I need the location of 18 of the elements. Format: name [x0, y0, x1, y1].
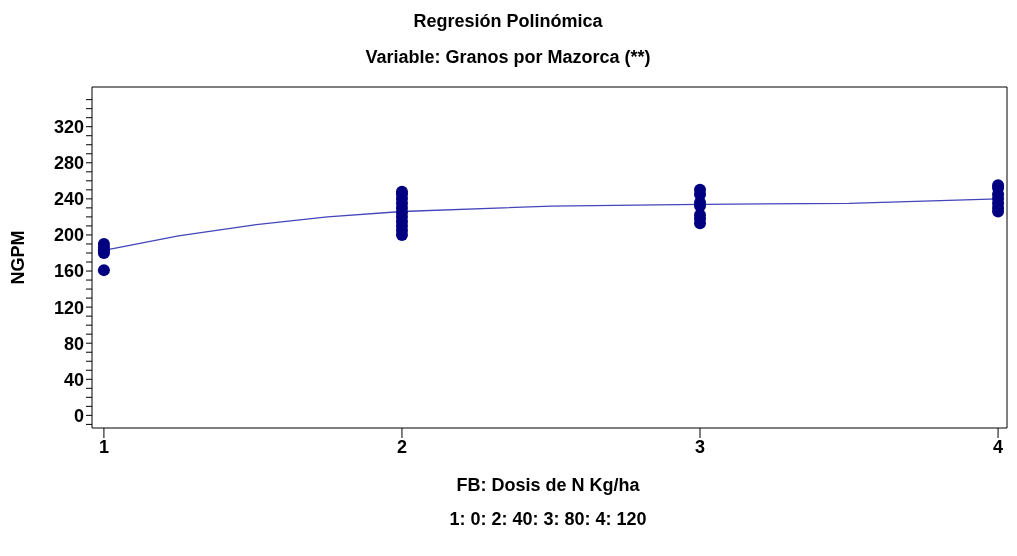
x-tick-label: 1	[98, 436, 109, 457]
x-tick-label: 4	[993, 436, 1004, 457]
y-tick-label: 0	[73, 405, 84, 426]
y-tick-label: 40	[63, 369, 84, 390]
chart-title: Regresión Polinómica	[412, 10, 604, 32]
y-tick-label: 280	[53, 153, 84, 174]
x-tick-label: 3	[695, 436, 706, 457]
y-tick-label: 320	[53, 117, 84, 138]
y-tick-label: 120	[53, 297, 84, 318]
y-tick-label: 160	[53, 261, 84, 282]
text: 1: 0: 2: 40: 3: 80: 4: 120	[448, 508, 648, 530]
y-tick-label: 240	[53, 189, 84, 210]
y-axis-title: NGPM	[8, 230, 29, 285]
y-tick-label: 80	[63, 333, 84, 354]
x-tick-label: 2	[396, 436, 407, 457]
x-axis-title: FB: Dosis de N Kg/ha	[455, 474, 641, 496]
y-tick-label: 200	[53, 225, 84, 246]
chart-subtitle: Variable: Granos por Mazorca (**)	[364, 46, 652, 68]
